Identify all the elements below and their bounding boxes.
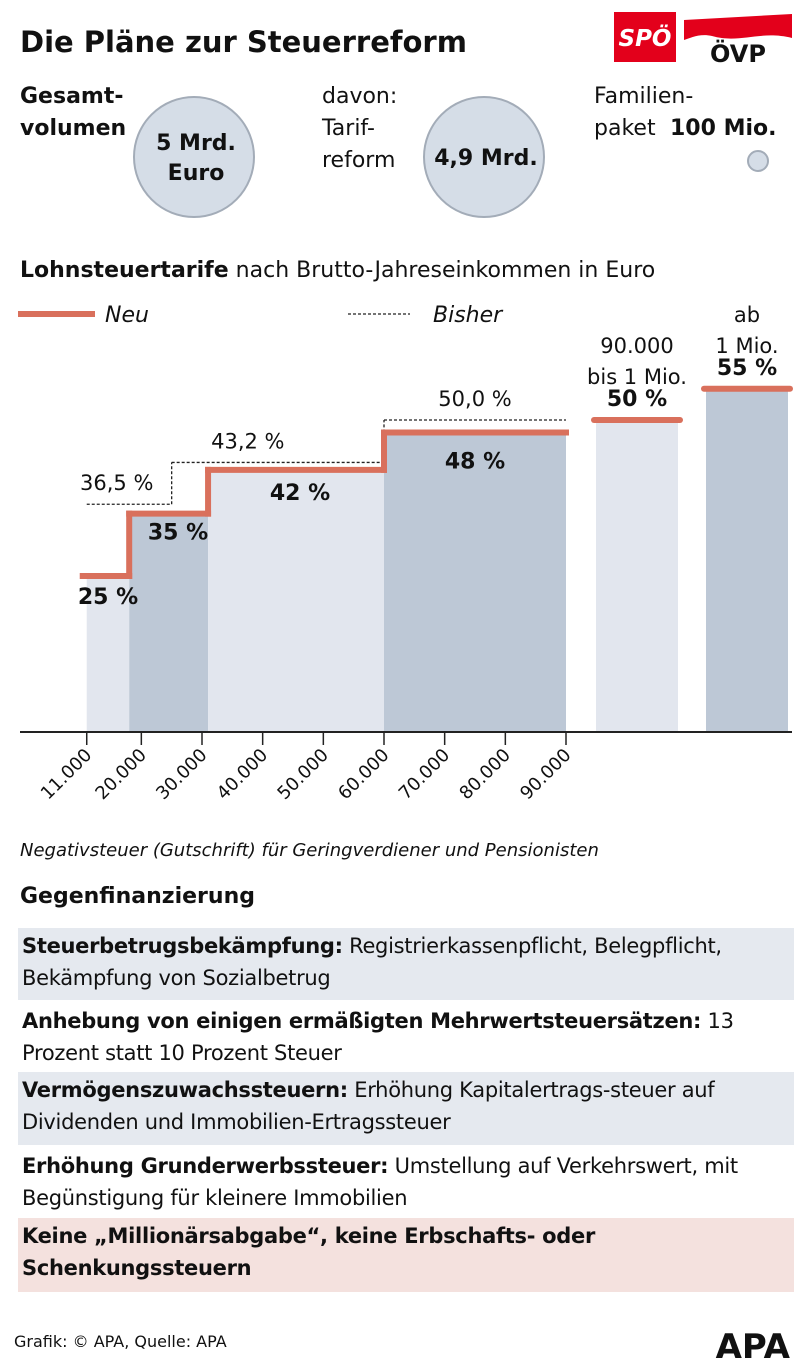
- page-title: Die Pläne zur Steuerreform: [20, 25, 467, 59]
- financing-item: Steuerbetrugsbekämpfung: Registrierkasse…: [18, 928, 794, 1000]
- item-text: Erhöhung Kapitalertrags-steuer auf Divid…: [22, 1078, 715, 1134]
- volume-label: Gesamt-volumen: [20, 84, 126, 141]
- old-value-label: 43,2 %: [211, 429, 284, 453]
- legend-label: Bisher: [433, 303, 504, 328]
- family-circle: [747, 150, 769, 172]
- apa-logo: APA: [716, 1327, 791, 1367]
- bracket-label: 90.000 bis 1 Mio.: [587, 334, 687, 389]
- bar: [129, 513, 209, 732]
- value-label: 42 %: [270, 481, 330, 506]
- family-value: 100 Mio.: [670, 116, 777, 141]
- x-tick-label: 30.000: [152, 745, 211, 804]
- x-tick-label: 40.000: [213, 745, 272, 804]
- chart-subtitle: nach Brutto-Jahreseinkommen in Euro: [236, 258, 656, 283]
- old-value-label: 50,0 %: [438, 387, 511, 411]
- tariff-value: 4,9 Mrd.: [434, 146, 537, 171]
- tariff-label: davon: Tarif-reform: [321, 84, 397, 173]
- bar: [208, 469, 384, 732]
- value-label: 25 %: [78, 585, 138, 610]
- old-value-label: 36,5 %: [80, 471, 153, 495]
- item-text: Registrierkassenpflicht, Belegpflicht, B…: [22, 934, 722, 990]
- value-label: 35 %: [148, 521, 208, 546]
- x-tick-label: 60.000: [334, 745, 393, 804]
- x-tick-label: 90.000: [516, 745, 575, 804]
- oevp-logo: ÖVP: [710, 38, 766, 68]
- chart: Die Pläne zur Steuerreform SPÖ ÖVP Gesam…: [18, 12, 793, 861]
- financing-item: Vermögenszuwachssteuern: Erhöhung Kapita…: [18, 1072, 794, 1145]
- value-label: 55 %: [717, 356, 777, 381]
- plot: 90.000 bis 1 Mio.50 % ab 1 Mio.55 % 25 % 35 %…: [18, 303, 793, 804]
- chart-heading: Lohnsteuertarife nach Brutto-Jahreseinkom…: [20, 258, 655, 283]
- financing-item: Erhöhung Grunderwerbssteuer: Umstellung …: [18, 1148, 794, 1216]
- value-label: 48 %: [445, 449, 505, 474]
- x-tick-label: 11.000: [37, 745, 96, 804]
- item-heading: Erhöhung Grunderwerbssteuer:: [22, 1154, 389, 1178]
- legend-label: Neu: [105, 303, 149, 328]
- item-heading: Vermögenszuwachssteuern:: [22, 1078, 348, 1102]
- item-heading: Steuerbetrugsbekämpfung:: [22, 934, 343, 958]
- item-text: 13 Prozent statt 10 Prozent Steuer: [22, 1009, 734, 1065]
- chart-title: Lohnsteuertarife: [20, 258, 229, 283]
- item-heading: Keine „Millionärsabgabe“, keine Erbschaf…: [22, 1224, 596, 1280]
- spoe-logo-box: [614, 12, 676, 62]
- chart-note: Negativsteuer (Gutschrift) für Geringver…: [20, 840, 599, 861]
- bracket-label: ab 1 Mio.: [715, 303, 778, 358]
- volume-circle: [133, 96, 255, 218]
- x-tick-label: 70.000: [395, 745, 454, 804]
- x-tick-label: 80.000: [455, 745, 514, 804]
- bar: [384, 432, 566, 732]
- bar: [596, 420, 678, 732]
- source: Grafik: © APA, Quelle: APA: [14, 1332, 227, 1351]
- value-label: 50 %: [607, 387, 667, 412]
- spoe-logo: SPÖ: [619, 24, 672, 52]
- x-tick-label: 50.000: [273, 745, 332, 804]
- financing-item: Keine „Millionärsabgabe“, keine Erbschaf…: [18, 1218, 794, 1292]
- volume-value: 5 Mrd. Euro: [156, 131, 236, 186]
- financing-item: Anhebung von einigen ermäßigten Mehrwert…: [18, 1003, 794, 1071]
- x-tick-label: 20.000: [91, 745, 150, 804]
- bar: [86, 576, 130, 732]
- family-label: Familien-paket: [594, 84, 693, 141]
- oevp-swoosh: [684, 14, 792, 40]
- bar: [706, 388, 788, 732]
- tariff-circle: [423, 96, 545, 218]
- item-heading: Anhebung von einigen ermäßigten Mehrwert…: [22, 1009, 702, 1033]
- item-text: Umstellung auf Verkehrswert, mit Begünst…: [22, 1154, 738, 1210]
- financing-title: Gegenfinanzierung: [20, 884, 255, 909]
